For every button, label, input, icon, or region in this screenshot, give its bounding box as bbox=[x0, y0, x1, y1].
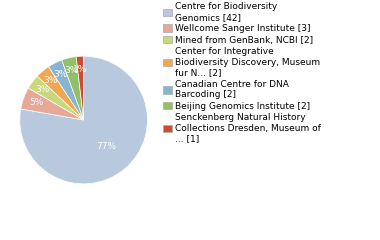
Wedge shape bbox=[76, 56, 84, 120]
Wedge shape bbox=[62, 57, 84, 120]
Text: 77%: 77% bbox=[96, 142, 116, 151]
Legend: Centre for Biodiversity
Genomics [42], Wellcome Sanger Institute [3], Mined from: Centre for Biodiversity Genomics [42], W… bbox=[163, 2, 321, 143]
Wedge shape bbox=[37, 67, 84, 120]
Wedge shape bbox=[21, 88, 84, 120]
Wedge shape bbox=[20, 56, 147, 184]
Wedge shape bbox=[49, 60, 84, 120]
Text: 1%: 1% bbox=[73, 65, 88, 73]
Text: 3%: 3% bbox=[54, 70, 68, 79]
Text: 3%: 3% bbox=[65, 66, 79, 75]
Text: 3%: 3% bbox=[44, 76, 58, 85]
Text: 3%: 3% bbox=[35, 85, 50, 94]
Wedge shape bbox=[28, 76, 84, 120]
Text: 5%: 5% bbox=[30, 98, 44, 108]
